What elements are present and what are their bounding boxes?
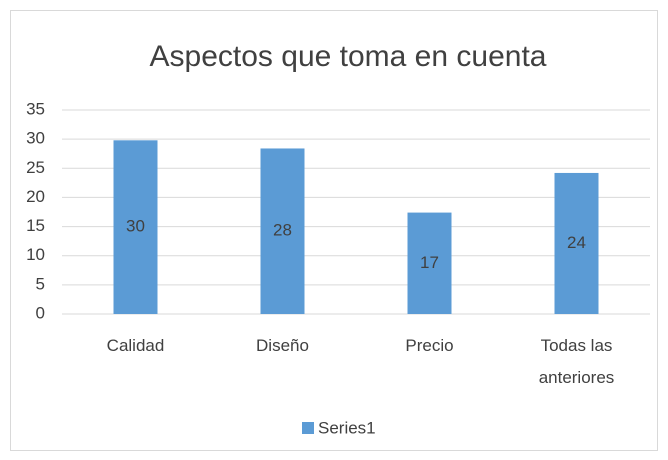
x-tick-label: Todas las anteriores [538, 336, 615, 387]
chart-title: Aspectos que toma en cuenta [150, 40, 547, 73]
x-tick-label: Diseño [256, 336, 309, 355]
x-tick-label: Calidad [106, 336, 165, 355]
data-label: 30 [126, 217, 145, 236]
x-tick-label: Precio [405, 336, 454, 355]
legend-swatch [302, 422, 314, 434]
y-tick-label: 25 [26, 158, 45, 177]
y-tick-label: 20 [26, 187, 45, 206]
y-tick-label: 5 [36, 274, 45, 293]
data-label: 24 [567, 233, 586, 252]
y-tick-label: 15 [26, 216, 45, 235]
y-tick-label: 35 [26, 99, 45, 118]
y-tick-label: 0 [36, 303, 45, 322]
data-label: 17 [420, 253, 439, 272]
bar [407, 212, 452, 314]
bar [113, 140, 158, 314]
data-label: 28 [273, 221, 292, 240]
bar [554, 172, 599, 314]
y-tick-label: 10 [26, 245, 45, 264]
y-tick-label: 30 [26, 129, 45, 148]
legend-label: Series1 [318, 418, 376, 437]
bar [260, 148, 305, 314]
